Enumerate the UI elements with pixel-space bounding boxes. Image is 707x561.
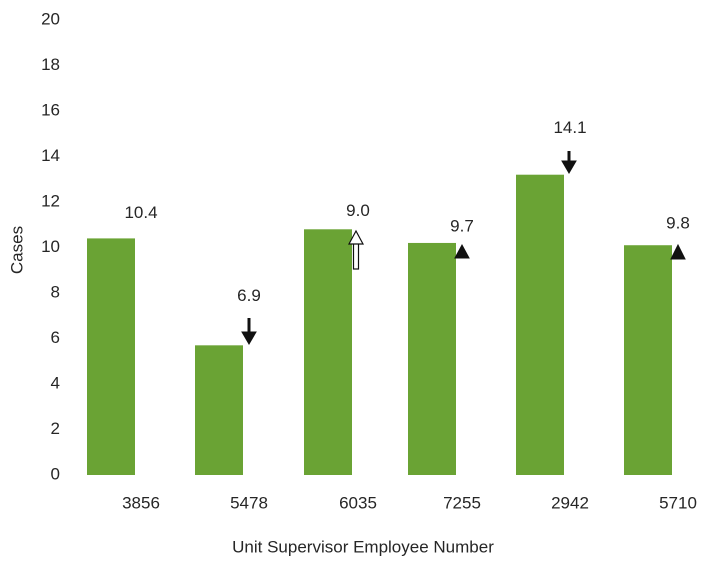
annotation: 9.0	[346, 201, 370, 220]
down-arrow-head	[241, 331, 257, 345]
up-triangle	[454, 243, 470, 259]
bar	[624, 245, 672, 475]
y-tick-label: 4	[51, 373, 60, 392]
trend-arrows	[241, 151, 686, 345]
bar	[87, 238, 135, 475]
annotation: 14.1	[553, 118, 586, 137]
bar	[304, 229, 352, 475]
x-axis-title: Unit Supervisor Employee Number	[232, 537, 494, 556]
y-tick-label: 18	[41, 55, 60, 74]
y-tick-label: 16	[41, 100, 60, 119]
y-tick-label: 6	[51, 328, 60, 347]
y-tick-label: 14	[41, 146, 60, 165]
x-tick-label: 3856	[122, 493, 160, 512]
bar	[516, 174, 564, 475]
y-tick-label: 8	[51, 282, 60, 301]
y-tick-label: 2	[51, 419, 60, 438]
annotation: 9.7	[450, 216, 474, 235]
up-arrow	[352, 242, 360, 270]
x-tick-label: 5478	[230, 493, 268, 512]
y-tick-label: 0	[51, 464, 60, 483]
annotation: 6.9	[237, 286, 261, 305]
bar	[408, 242, 456, 475]
x-tick-label: 6035	[339, 493, 377, 512]
y-tick-label: 20	[41, 9, 60, 28]
annotation: 9.8	[666, 214, 690, 233]
y-tick-label: 10	[41, 237, 60, 256]
down-arrow-head	[561, 160, 577, 174]
y-axis-title: Cases	[7, 226, 26, 274]
y-tick-label: 12	[41, 191, 60, 210]
bar	[195, 345, 243, 475]
up-arrow-head	[347, 229, 365, 245]
x-tick-label: 5710	[659, 493, 697, 512]
x-tick-label: 2942	[551, 493, 589, 512]
annotation: 10.4	[124, 203, 157, 222]
up-triangle	[670, 243, 686, 260]
x-tick-label: 7255	[443, 493, 481, 512]
